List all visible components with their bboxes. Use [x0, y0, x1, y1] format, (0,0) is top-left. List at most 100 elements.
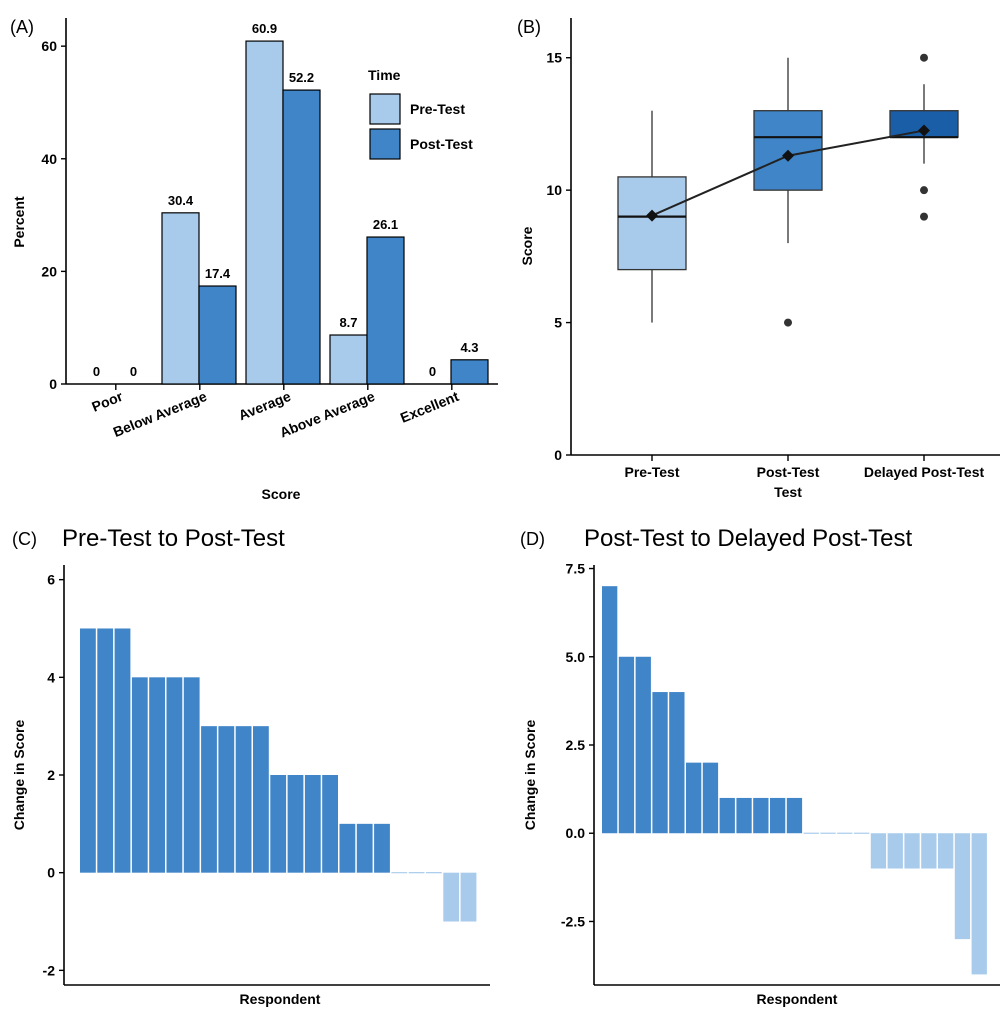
panel-b-box-plot: (B) Score Test 0 5 10 15 Pre-Test Post-Test D… [517, 17, 1000, 500]
panel-c-letter: (C) [12, 529, 37, 549]
legend-swatch-post-test [369, 128, 401, 160]
bar-post-1 [198, 285, 237, 385]
a-x-tick-label: Excellent [398, 388, 461, 426]
a-y-tick-label: 40 [41, 151, 57, 167]
panel-b-y-title: Score [519, 226, 535, 265]
a-y-tick-label: 0 [49, 376, 57, 392]
change-bar [339, 823, 356, 873]
change-bar [114, 628, 131, 873]
panel-d-bars [602, 586, 987, 975]
bar-pre-3 [329, 334, 368, 385]
change-bar [686, 762, 702, 834]
change-bar [870, 833, 887, 869]
change-bar [80, 628, 96, 873]
panel-d-title: Post-Test to Delayed Post-Test [584, 525, 912, 552]
panel-b-x-title: Test [774, 484, 802, 500]
change-bar [374, 823, 390, 873]
data-label: 0 [130, 364, 137, 379]
panel-b-letter: (B) [517, 17, 541, 37]
b-x-tick-label: Pre-Test [625, 464, 680, 480]
mean-marker [782, 149, 794, 162]
d-yticks-tick-label: -2.5 [561, 913, 585, 929]
panel-a-x-title: Score [262, 486, 301, 502]
c-yticks-tick-label: -2 [43, 962, 56, 978]
outlier-point [920, 212, 928, 221]
change-bar [443, 872, 460, 922]
panel-c-bar-chart: (C) Pre-Test to Post-Test Change in Scor… [11, 525, 490, 1007]
a-x-tick-label: Below Average [111, 388, 209, 440]
change-bar [235, 726, 252, 873]
panel-d-x-title: Respondent [757, 991, 838, 1007]
panel-a-y-ticks: 0 20 40 60 [41, 38, 66, 392]
outlier-point [784, 318, 792, 327]
b-y-tick-label: 15 [546, 50, 562, 66]
change-bar [287, 775, 304, 873]
change-bar [938, 833, 954, 869]
change-bar [270, 775, 287, 873]
data-label: 0 [429, 364, 436, 379]
panel-b-mean-line [646, 124, 930, 222]
bar-post-2 [282, 89, 321, 385]
change-bar [304, 775, 321, 873]
panel-a-data-labels: 0 0 30.4 17.4 60.9 52.2 8.7 26.1 0 4.3 [93, 21, 479, 379]
panel-b-boxes [617, 53, 959, 327]
d-yticks-tick-label: 2.5 [566, 737, 586, 753]
change-bar [218, 726, 235, 873]
change-bar [971, 833, 987, 975]
panel-c-y-ticks: -2 0 2 4 6 [43, 572, 64, 978]
data-label: 8.7 [339, 315, 357, 330]
change-bar [356, 823, 373, 873]
panel-d-y-title: Change in Score [522, 720, 538, 831]
c-yticks-tick-label: 0 [47, 865, 55, 881]
change-bar [669, 692, 685, 834]
panel-d-bar-chart: (D) Post-Test to Delayed Post-Test Chang… [520, 525, 1000, 1007]
data-label: 4.3 [460, 340, 478, 355]
change-bar [921, 833, 937, 869]
panel-a-letter: (A) [10, 17, 34, 37]
panel-d-y-ticks: -2.5 0.0 2.5 5.0 7.5 [561, 561, 594, 929]
outlier-point [920, 53, 928, 62]
change-bar [719, 797, 735, 834]
change-bar [166, 677, 183, 873]
d-yticks-tick-label: 5.0 [566, 649, 586, 665]
data-label: 52.2 [289, 70, 314, 85]
panel-a-legend: Time Pre-Test Post-Test [368, 67, 473, 160]
d-yticks-tick-label: 7.5 [566, 561, 586, 577]
panel-b-x-ticks: Pre-Test Post-Test Delayed Post-Test [625, 455, 984, 480]
change-bar [253, 726, 269, 873]
bar-post-4 [450, 359, 489, 385]
change-bar [954, 833, 971, 940]
data-label: 60.9 [252, 21, 277, 36]
mean-marker [646, 209, 658, 222]
panel-a-y-title: Percent [11, 196, 27, 248]
data-label: 17.4 [205, 266, 231, 281]
change-bar [753, 797, 769, 834]
outlier-point [920, 186, 928, 195]
bar-pre-2 [245, 40, 284, 385]
panel-c-x-title: Respondent [240, 991, 321, 1007]
mean-marker [918, 124, 930, 137]
bar-pre-1 [161, 212, 200, 385]
a-y-tick-label: 20 [41, 263, 57, 279]
panel-c-title: Pre-Test to Post-Test [62, 525, 285, 552]
legend-label-post-test: Post-Test [410, 136, 473, 152]
change-bar [618, 656, 635, 834]
change-bar [149, 677, 165, 873]
legend-label-pre-test: Pre-Test [410, 101, 465, 117]
legend-swatch-pre-test [369, 93, 401, 125]
change-bar [904, 833, 920, 869]
change-bar [602, 586, 618, 834]
panel-a-bars [161, 40, 489, 385]
change-bar [702, 762, 719, 834]
data-label: 26.1 [373, 217, 398, 232]
data-label: 0 [93, 364, 100, 379]
change-bar [770, 797, 786, 834]
b-y-tick-label: 0 [554, 447, 562, 463]
a-x-tick-label: Above Average [277, 388, 377, 441]
c-yticks-tick-label: 4 [47, 669, 55, 685]
panel-b-y-ticks: 0 5 10 15 [546, 50, 571, 463]
panel-c-bars [80, 628, 477, 922]
panel-c-y-title: Change in Score [11, 720, 27, 831]
change-bar [736, 797, 752, 834]
data-label: 30.4 [168, 193, 194, 208]
